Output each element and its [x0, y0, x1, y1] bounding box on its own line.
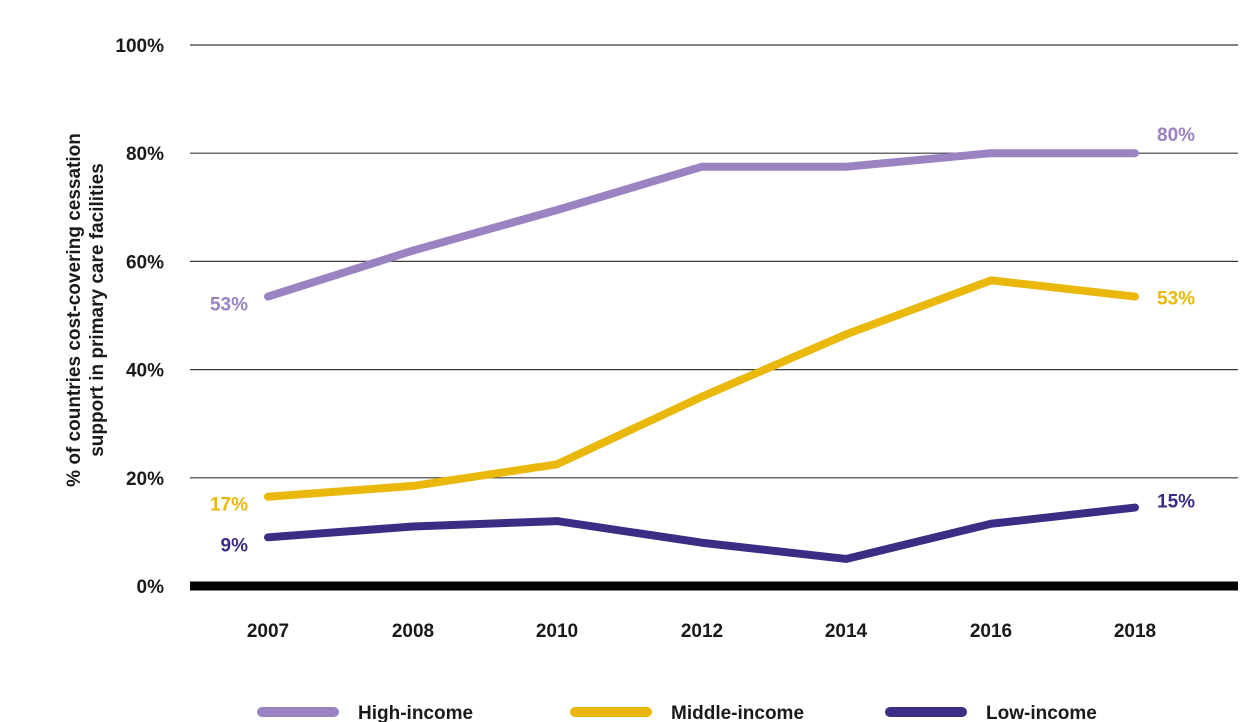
y-tick-label: 40% [126, 361, 164, 382]
data-labels: 53% 80% 17% 53% 9% 15% [210, 125, 1195, 556]
y-axis-title-line-1: % of countries cost-covering cessation [64, 133, 85, 487]
x-axis-ticks: 2007 2008 2010 2012 2014 2016 2018 [247, 621, 1156, 642]
legend-label-high-income: High-income [358, 703, 473, 722]
y-tick-label: 20% [126, 469, 164, 490]
start-label-low-income: 9% [221, 535, 249, 556]
gridlines [190, 44, 1238, 479]
x-tick-label: 2016 [970, 621, 1012, 642]
series-line-low-income [264, 503, 1139, 563]
end-label-high-income: 80% [1157, 125, 1195, 146]
x-tick-label: 2018 [1114, 621, 1156, 642]
x-tick-label: 2014 [825, 621, 868, 642]
end-label-low-income: 15% [1157, 492, 1195, 513]
y-tick-label: 80% [126, 144, 164, 165]
x-tick-label: 2012 [681, 621, 723, 642]
y-tick-label: 0% [137, 577, 165, 598]
y-tick-label: 60% [126, 252, 164, 273]
series-line-high-income [264, 149, 1139, 301]
x-tick-label: 2008 [392, 621, 434, 642]
legend: High-income Middle-income Low-income [257, 703, 1097, 722]
legend-label-low-income: Low-income [986, 703, 1097, 722]
legend-label-middle-income: Middle-income [671, 703, 804, 722]
y-tick-label: 100% [115, 36, 164, 57]
series-lines [264, 149, 1139, 563]
y-axis-ticks: 0% 20% 40% 60% 80% 100% [115, 36, 164, 598]
start-label-middle-income: 17% [210, 495, 248, 516]
end-label-middle-income: 53% [1157, 289, 1195, 310]
y-axis-title: % of countries cost-covering cessation s… [64, 133, 108, 487]
x-tick-label: 2010 [536, 621, 578, 642]
y-axis-title-line-2: support in primary care facilities [87, 163, 108, 457]
series-line-middle-income [264, 276, 1139, 501]
x-tick-label: 2007 [247, 621, 289, 642]
start-label-high-income: 53% [210, 295, 248, 316]
